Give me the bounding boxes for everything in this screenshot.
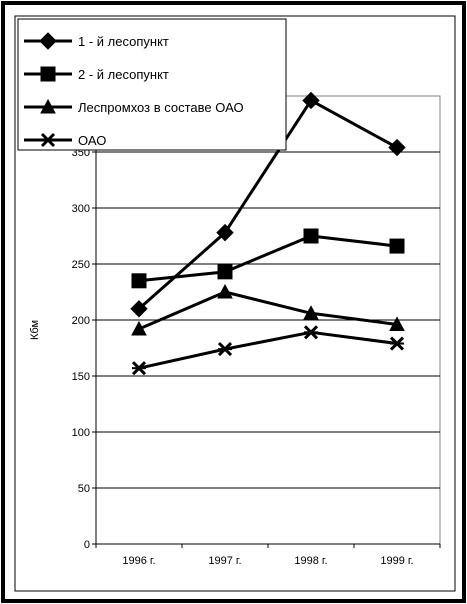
- legend-marker-3: [40, 98, 56, 114]
- series-line-4: [138, 330, 398, 370]
- data-point-series-1: [130, 300, 148, 318]
- y-tick-label: 100: [72, 427, 90, 439]
- data-point-series-1: [388, 138, 406, 157]
- inner-frame: [14, 15, 456, 592]
- data-point-series-4: [217, 342, 233, 357]
- data-point-series-4: [389, 336, 405, 351]
- legend-marker-4: [40, 132, 56, 148]
- series-line-1: [138, 98, 398, 310]
- x-tick-label: 1999 г.: [380, 555, 413, 567]
- data-point-series-4: [303, 325, 319, 340]
- data-point-series-3: [389, 316, 405, 331]
- series-markers: [130, 91, 406, 376]
- data-point-series-2: [131, 273, 147, 289]
- y-tick-label: 250: [72, 259, 90, 271]
- x-tick-labels: 1996 г. 1997 г. 1998 г. 1999 г.: [122, 555, 413, 567]
- data-point-series-2: [389, 238, 405, 254]
- x-tick-label: 1996 г.: [122, 555, 155, 567]
- y-tick-label: 300: [72, 203, 90, 215]
- data-point-series-3: [217, 283, 233, 299]
- data-point-series-2: [303, 228, 319, 244]
- legend-label-3: Леспромхоз в составе ОАО: [78, 100, 244, 115]
- series-lines: [138, 98, 398, 370]
- data-point-series-1: [216, 223, 234, 242]
- series-line-3: [138, 290, 398, 331]
- data-point-series-1: [302, 91, 320, 110]
- y-tick-label: 0: [84, 539, 90, 551]
- data-point-series-3: [303, 305, 319, 320]
- gridlines: [96, 151, 440, 489]
- legend-label-2: 2 - й лесопункт: [78, 67, 169, 82]
- legend-label-1: 1 - й лесопункт: [78, 34, 169, 49]
- legend: 1 - й лесопункт 2 - й лесопункт Леспромхоз…: [17, 18, 287, 151]
- y-tick-label: 50: [78, 483, 90, 495]
- legend-marker-1: [39, 32, 57, 50]
- data-point-series-3: [131, 320, 147, 336]
- y-tick-label: 150: [72, 371, 90, 383]
- legend-marker-2: [40, 66, 56, 82]
- axes: [92, 96, 441, 548]
- y-axis-label: Кбм: [29, 320, 41, 340]
- x-tick-label: 1998 г.: [294, 555, 327, 567]
- data-point-series-2: [217, 264, 233, 280]
- x-tick-label: 1997 г.: [208, 555, 241, 567]
- series-line-2: [138, 234, 398, 283]
- data-point-series-4: [131, 361, 147, 376]
- y-tick-label: 200: [72, 315, 90, 327]
- legend-label-4: ОАО: [78, 133, 106, 148]
